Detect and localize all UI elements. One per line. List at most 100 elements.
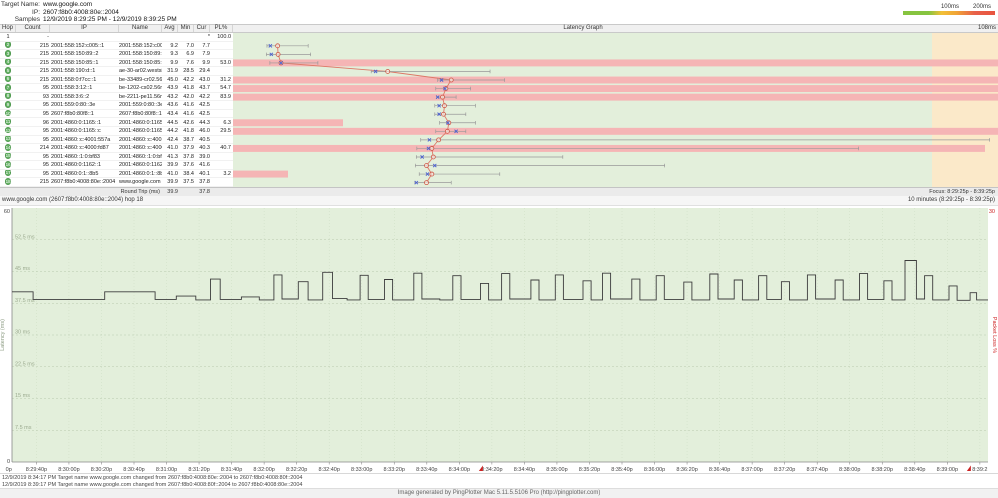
focus-strip: Round Trip (ms) 39.9 37.8 Focus: 8:29:25… — [0, 187, 998, 196]
name-cell: 2607:f8b0:80f8::1 — [119, 110, 162, 117]
col-header-hop[interactable]: Hop — [0, 25, 16, 32]
hop-cell: 13 — [0, 135, 16, 144]
name-cell: 2001:559:0:80::3e — [119, 102, 162, 109]
packet-loss-cell: 83.9 — [220, 93, 231, 100]
packet-loss-cell: 53.0 — [220, 59, 231, 66]
col-header-name[interactable]: Name — [119, 25, 162, 32]
packet-loss-cell — [210, 101, 231, 109]
min-cell: 7.6 — [186, 59, 194, 66]
latency-whisker-hop-17 — [418, 171, 501, 177]
col-header-ip[interactable]: IP — [50, 25, 119, 32]
ip-cell: 2001:4860:0:1162::1 — [51, 162, 102, 169]
avg-cell: 9.2 — [170, 42, 178, 49]
name-cell: 2001:558:152:c005::1 — [119, 42, 162, 49]
table-row-hop-10[interactable]: 10 95 2607:f8b0:80f8::1 2607:f8b0:80f8::1 43… — [0, 109, 233, 119]
count-cell: 95 — [42, 128, 49, 135]
table-row-hop-16[interactable]: 16952001:4860:0:1162::12001:4860:0:1162:… — [0, 161, 233, 170]
packet-loss-axis-title: Packet Loss % — [991, 317, 997, 353]
latency-whisker-hop-13 — [420, 137, 990, 143]
min-cell: 38.4 — [183, 170, 194, 177]
table-row-hop-11[interactable]: 11962001:4860:0:1165::12001:4860:0:1165:… — [0, 118, 233, 128]
col-header-pl[interactable]: PL% — [210, 25, 233, 32]
packet-loss-max-label: 30 — [989, 209, 995, 215]
avg-cell: 44.2 — [167, 128, 178, 135]
avg-marker — [275, 51, 281, 57]
hop-cell: 15 — [0, 152, 16, 161]
avg-marker — [429, 146, 435, 151]
latency-whisker-hop-3 — [266, 51, 311, 57]
table-row-hop-18[interactable]: 18 215 2607:f8b0:4008:80e::2004 www.google.… — [0, 178, 233, 187]
packet-loss-bar — [233, 170, 288, 178]
count-cell: 214 — [39, 145, 49, 152]
x-tick-label: 8:33:20p — [384, 467, 405, 473]
cur-marker — [279, 61, 283, 65]
x-tick-label: 8:35:40p — [611, 467, 632, 473]
name-cell: be-1202-cs02.56marietta.ga.ib — [119, 85, 162, 92]
gridline-label: 45 ms — [15, 266, 30, 272]
x-tick-label: 8:37:40p — [806, 467, 827, 473]
table-row-hop-14[interactable]: 14 214 2001:4860::c:4000:fd87 2001:4860::c:… — [0, 144, 233, 153]
x-tick-label: 8:36:20p — [676, 467, 697, 473]
x-tick-label: 8:39:00p — [937, 467, 958, 473]
count-cell: 96 — [42, 119, 49, 126]
hop-cell: 17 — [0, 169, 16, 178]
table-row-hop-2[interactable]: 2 215 2001:558:152:c005::1 2001:558:152:c00… — [0, 41, 233, 51]
table-row-hop-1[interactable]: 1 - * 100.0 — [0, 33, 233, 42]
name-cell: www.google.com — [119, 179, 161, 186]
count-cell: 93 — [42, 93, 49, 100]
x-tick-label: 8:30:00p — [58, 467, 79, 473]
hop-latency-graph[interactable] — [233, 33, 998, 187]
table-row-hop-3[interactable]: 3 215 2001:558:150:89::2 2001:558:150:89::2… — [0, 50, 233, 59]
min-cell: 38.7 — [183, 136, 194, 143]
latency-whisker-hop-2 — [266, 43, 309, 49]
ip-cell — [51, 33, 118, 41]
latency-timeline-graph[interactable]: 52.5 ms 45 ms 37.5 ms 30 ms 22.5 ms 15 ms 7.5 … — [0, 206, 998, 473]
ip-cell: 2001:558:3:6::2 — [51, 93, 90, 100]
name-cell: 2001:4860:0:1165::c — [119, 128, 162, 135]
col-header-avg[interactable]: Avg — [162, 25, 178, 32]
hop-number-badge: 8 — [4, 92, 12, 100]
x-tick-label: 8:38:00p — [839, 467, 860, 473]
log-line: 12/9/2019 8:34:17 PM Target name www.goo… — [2, 475, 303, 481]
col-header-count[interactable]: Count — [16, 25, 50, 32]
packet-loss-bar — [233, 127, 998, 135]
latency-scale-legend: 100ms 200ms — [903, 4, 995, 15]
route-change-event-marker[interactable] — [966, 465, 971, 472]
hop-cell: 16 — [0, 161, 16, 169]
x-tick-label: 8:32:00p — [253, 467, 274, 473]
avg-cell: 31.9 — [167, 68, 178, 75]
cur-cell: 43.0 — [199, 76, 210, 83]
latency-whisker-hop-6 — [437, 77, 505, 83]
cur-marker — [420, 155, 425, 159]
packet-loss-bar — [233, 76, 998, 84]
col-header-cur[interactable]: Cur — [194, 25, 210, 32]
timeline-target-title: www.google.com (2607:f8b0:4008:80e::2004… — [2, 197, 144, 203]
latency-whisker-hop-10 — [434, 111, 467, 117]
hop-number-badge: 16 — [4, 161, 12, 168]
table-row-hop-12[interactable]: 12952001:4860:0:1165::c2001:4860:0:1165:… — [0, 127, 233, 136]
y-min-label: 0 — [7, 459, 10, 465]
table-row-hop-13[interactable]: 13 95 2001:4860::c:4001:557a 2001:4860::c:4… — [0, 135, 233, 145]
packet-loss-cell: 31.2 — [220, 76, 231, 83]
generated-by-label: Image generated by PingPlotter Mac 5.11.… — [397, 490, 601, 496]
col-header-min[interactable]: Min — [178, 25, 194, 32]
table-row-hop-4[interactable]: 4 215 2001:558:150:85::1 2001:558:150:85::1… — [0, 58, 233, 68]
col-header-latency-graph[interactable]: Latency Graph — [563, 25, 603, 31]
table-row-hop-15[interactable]: 15952001:4860::1:0:bf832001:4860::1:0:bf… — [0, 152, 233, 162]
table-row-hop-9[interactable]: 9 95 2001:559:0:80::3e 2001:559:0:80::3e 43.… — [0, 101, 233, 110]
count-cell: 95 — [42, 153, 49, 160]
cur-cell: 40.3 — [199, 145, 210, 152]
round-trip-avg: 39.9 — [167, 189, 178, 195]
table-row-hop-17[interactable]: 17 95 2001:4860:0:1::8b5 2001:4860:0:1::8b5… — [0, 169, 233, 179]
legend-100ms-label: 100ms — [940, 4, 959, 10]
route-change-event-marker[interactable] — [478, 465, 483, 472]
ip-cell: 2001:4860::1:0:bf83 — [51, 153, 100, 160]
hop-cell: 11 — [0, 118, 16, 127]
x-tick-label: 8:36:40p — [709, 467, 730, 473]
cur-cell: 39.0 — [199, 153, 210, 160]
